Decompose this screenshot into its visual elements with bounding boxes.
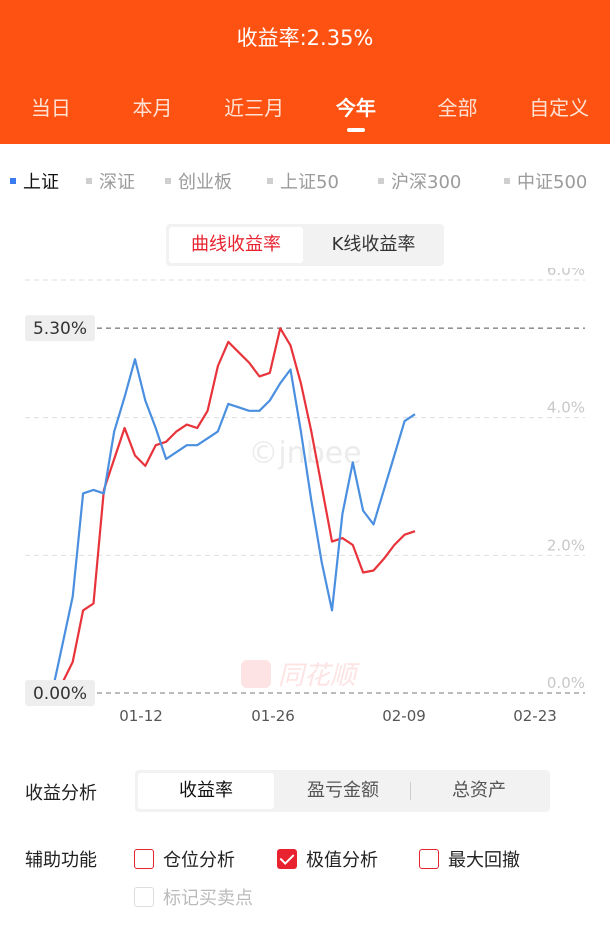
chart-type-toggle: 曲线收益率 K线收益率 xyxy=(166,224,444,266)
x-tick-label: 01-12 xyxy=(119,707,163,725)
tab-today[interactable]: 当日 xyxy=(30,96,71,120)
x-tick-label: 02-23 xyxy=(513,707,557,725)
chart-series xyxy=(50,327,416,694)
aux-functions-label: 辅助功能 xyxy=(25,850,97,871)
legend-square-icon xyxy=(86,178,92,184)
max-value-label: 5.30% xyxy=(33,319,87,339)
legend-square-icon xyxy=(504,178,510,184)
index-tab-label: 上证 xyxy=(23,172,59,193)
index-tab-chinext[interactable]: 创业板 xyxy=(165,168,232,194)
extreme-analysis-checkbox[interactable]: 极值分析 xyxy=(277,846,378,872)
divider xyxy=(410,782,411,800)
profit-loss-option[interactable]: 盈亏金额 xyxy=(307,780,379,801)
max-drawdown-checkbox[interactable]: 最大回撤 xyxy=(419,846,520,872)
checkbox-icon xyxy=(419,849,439,869)
checkbox-label: 标记买卖点 xyxy=(163,888,253,909)
series-line xyxy=(50,358,416,694)
tab-last-three-months[interactable]: 近三月 xyxy=(224,96,285,120)
return-rate-option[interactable]: 收益率 xyxy=(138,773,274,809)
checkbox-icon xyxy=(134,887,154,907)
y-tick-label: 4.0% xyxy=(547,399,585,417)
y-tick-label: 0.0% xyxy=(547,674,585,692)
tonghuashun-logo-icon xyxy=(241,660,271,688)
max-value-badge xyxy=(25,315,95,342)
return-rate-title: 收益率:2.35% xyxy=(236,26,374,50)
index-tab-label: 中证500 xyxy=(517,172,588,193)
index-tab-label: 沪深300 xyxy=(391,172,462,193)
curve-return-button[interactable]: 曲线收益率 xyxy=(169,227,303,263)
tab-this-year[interactable]: 今年 xyxy=(305,92,407,132)
checkbox-icon xyxy=(134,849,154,869)
chart-grid xyxy=(25,279,585,694)
return-analysis-selector: 收益率 盈亏金额 总资产 xyxy=(135,770,550,812)
checkmark-icon xyxy=(277,849,297,869)
min-value-label: 0.00% xyxy=(33,684,87,704)
watermark-brand: 同花顺 xyxy=(278,661,361,691)
chart-labels: 6.0% 4.0% 2.0% 0.0% 5.30% 0.00% 01-12 01-26 02-0… xyxy=(25,268,585,725)
index-tab-shenzhen[interactable]: 深证 xyxy=(86,168,135,194)
x-tick-label: 01-26 xyxy=(251,707,295,725)
checkbox-label: 仓位分析 xyxy=(163,850,235,871)
legend-square-icon xyxy=(10,178,16,184)
series-line xyxy=(51,327,416,694)
checkbox-label: 最大回撤 xyxy=(448,850,520,871)
tab-custom[interactable]: 自定义 xyxy=(529,96,590,120)
checkbox-label: 极值分析 xyxy=(306,850,378,871)
return-analysis-label: 收益分析 xyxy=(25,783,97,804)
index-tab-label: 创业板 xyxy=(178,172,232,193)
legend-square-icon xyxy=(267,178,273,184)
header-bar: 收益率:2.35% 当日 本月 近三月 今年 全部 自定义 xyxy=(0,0,610,144)
index-tab-label: 上证50 xyxy=(280,172,339,193)
position-analysis-checkbox[interactable]: 仓位分析 xyxy=(134,846,235,872)
legend-square-icon xyxy=(378,178,384,184)
index-tab-shanghai[interactable]: 上证 xyxy=(10,168,59,194)
x-tick-label: 02-09 xyxy=(382,707,426,725)
index-tab-csi300[interactable]: 沪深300 xyxy=(378,168,461,194)
tab-this-month[interactable]: 本月 xyxy=(132,96,173,120)
min-value-badge xyxy=(25,680,95,706)
index-tabs: 上证 深证 创业板 上证50 沪深300 中证500 xyxy=(0,168,610,194)
period-tabs: 当日 本月 近三月 今年 全部 自定义 xyxy=(0,92,610,132)
y-tick-label: 6.0% xyxy=(547,268,585,279)
index-tab-label: 深证 xyxy=(99,172,135,193)
total-assets-option[interactable]: 总资产 xyxy=(452,780,506,801)
legend-square-icon xyxy=(165,178,171,184)
y-tick-label: 2.0% xyxy=(547,536,585,554)
index-tab-sse50[interactable]: 上证50 xyxy=(267,168,339,194)
mark-trades-checkbox[interactable]: 标记买卖点 xyxy=(134,884,253,910)
tab-all[interactable]: 全部 xyxy=(437,96,478,120)
index-tab-csi500[interactable]: 中证500 xyxy=(504,168,587,194)
kline-return-button[interactable]: K线收益率 xyxy=(331,234,416,255)
